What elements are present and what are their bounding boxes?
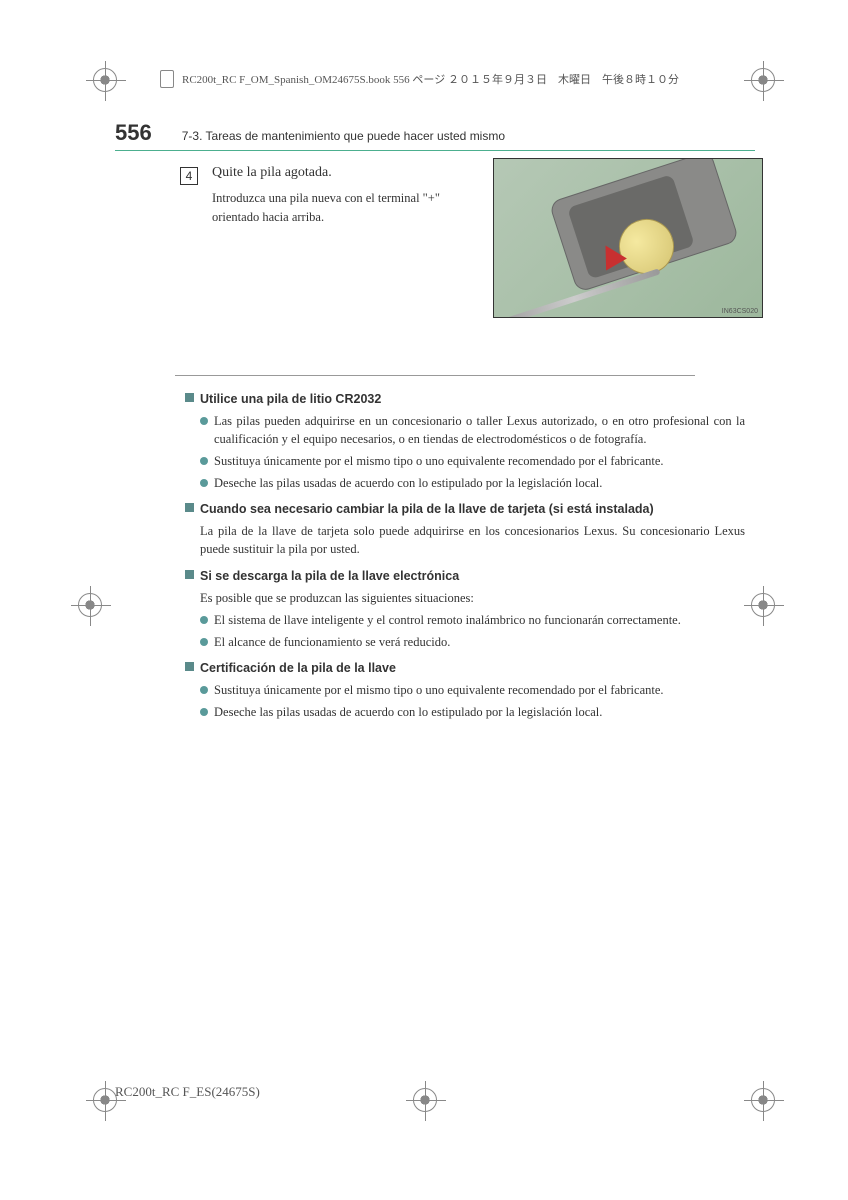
crop-mark — [80, 55, 130, 105]
bullet-item: Sustituya únicamente por el mismo tipo o… — [200, 681, 745, 699]
book-icon — [160, 70, 174, 88]
info-heading: Utilice una pila de litio CR2032 — [185, 390, 745, 408]
round-bullet-icon — [200, 638, 208, 646]
document-meta-header: RC200t_RC F_OM_Spanish_OM24675S.book 556… — [160, 70, 679, 88]
section-title: 7-3. Tareas de mantenimiento que puede h… — [182, 129, 505, 143]
round-bullet-icon — [200, 417, 208, 425]
round-bullet-icon — [200, 479, 208, 487]
round-bullet-icon — [200, 686, 208, 694]
crop-mark — [65, 580, 115, 630]
bullet-item: Deseche las pilas usadas de acuerdo con … — [200, 703, 745, 721]
step-number-box: 4 — [180, 167, 198, 185]
bullet-item: Deseche las pilas usadas de acuerdo con … — [200, 474, 745, 492]
info-heading: Cuando sea necesario cambiar la pila de … — [185, 500, 745, 518]
page-number: 556 — [115, 120, 152, 146]
content-divider — [175, 375, 695, 376]
crop-mark — [738, 55, 788, 105]
meta-text: RC200t_RC F_OM_Spanish_OM24675S.book 556… — [182, 71, 679, 87]
instruction-figure: IN63CS020 — [493, 158, 763, 318]
bullet-item: Las pilas pueden adquirirse en un conces… — [200, 412, 745, 448]
round-bullet-icon — [200, 457, 208, 465]
page-header: 556 7-3. Tareas de mantenimiento que pue… — [115, 120, 755, 150]
crop-mark — [80, 1075, 130, 1125]
square-bullet-icon — [185, 393, 194, 402]
header-divider — [115, 150, 755, 151]
step-title: Quite la pila agotada. — [212, 165, 452, 181]
footer-document-code: RC200t_RC F_ES(24675S) — [115, 1084, 260, 1100]
square-bullet-icon — [185, 662, 194, 671]
info-body: La pila de la llave de tarjeta solo pued… — [200, 522, 745, 558]
figure-code: IN63CS020 — [722, 308, 758, 315]
round-bullet-icon — [200, 616, 208, 624]
square-bullet-icon — [185, 570, 194, 579]
info-body: Es posible que se produzcan las siguient… — [200, 589, 745, 607]
info-section: Utilice una pila de litio CR2032 Las pil… — [185, 390, 745, 722]
bullet-item: El alcance de funcionamiento se verá red… — [200, 633, 745, 651]
info-heading: Si se descarga la pila de la llave elect… — [185, 567, 745, 585]
crop-mark — [738, 1075, 788, 1125]
bullet-item: El sistema de llave inteligente y el con… — [200, 611, 745, 629]
bullet-item: Sustituya únicamente por el mismo tipo o… — [200, 452, 745, 470]
step-body: Introduzca una pila nueva con el termina… — [212, 189, 452, 227]
square-bullet-icon — [185, 503, 194, 512]
crop-mark — [400, 1075, 450, 1125]
round-bullet-icon — [200, 708, 208, 716]
info-heading: Certificación de la pila de la llave — [185, 659, 745, 677]
